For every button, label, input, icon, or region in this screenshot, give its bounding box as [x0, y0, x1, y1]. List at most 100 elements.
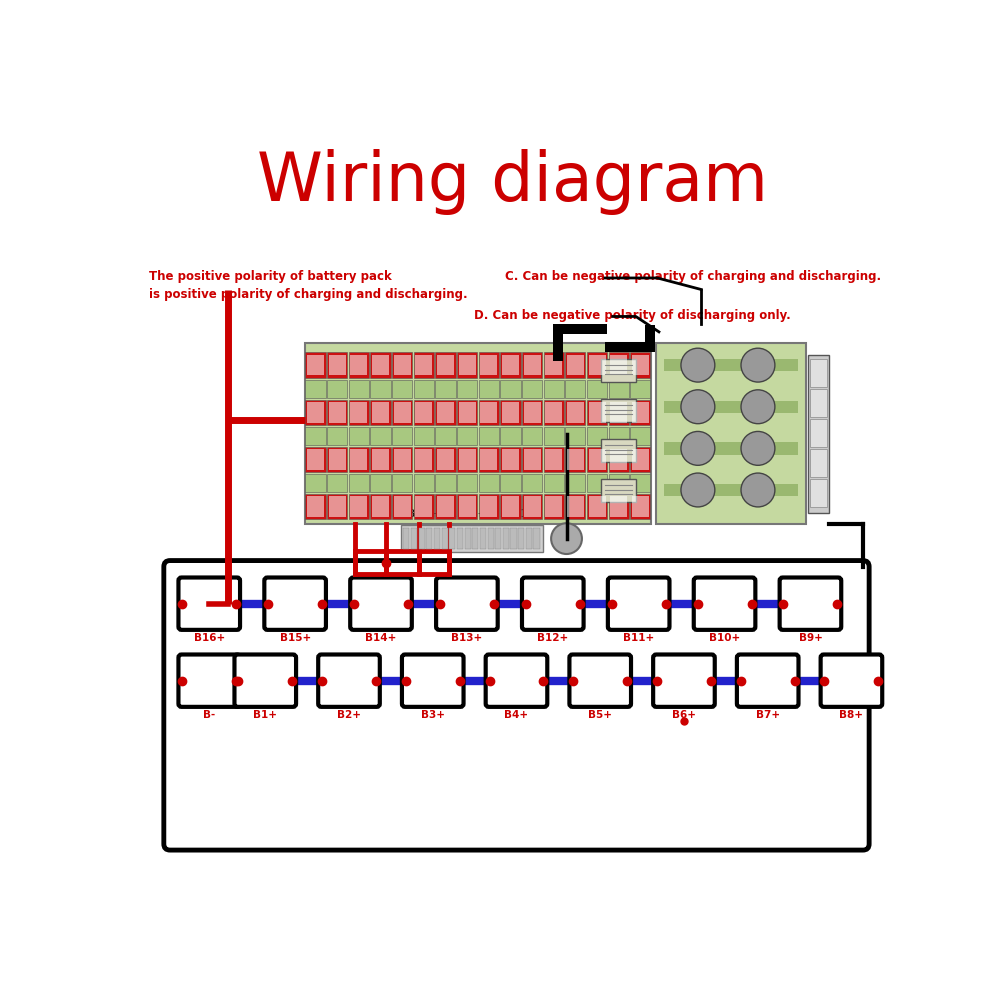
Bar [464, 529, 470, 549]
Bar [566, 352, 586, 377]
Circle shape [741, 431, 775, 465]
Bar [370, 352, 390, 377]
Bar [458, 401, 475, 422]
Bar [567, 495, 584, 517]
Circle shape [552, 524, 582, 554]
Bar [305, 473, 325, 491]
Bar [304, 343, 652, 525]
Bar [457, 379, 477, 397]
Bar [544, 446, 564, 471]
Bar [645, 325, 655, 352]
Bar [457, 399, 477, 424]
Bar [478, 399, 498, 424]
Bar [350, 495, 367, 517]
Bar [500, 473, 521, 491]
Bar [393, 448, 410, 469]
Bar [587, 352, 608, 377]
Bar [393, 495, 410, 517]
Bar [810, 448, 827, 476]
Bar [370, 379, 390, 397]
Bar [328, 448, 345, 469]
Bar [631, 426, 651, 444]
Bar [480, 495, 497, 517]
Bar [500, 379, 521, 397]
Text: The positive polarity of battery pack
is positive polarity of charging and disch: The positive polarity of battery pack is… [149, 270, 467, 301]
Bar [502, 401, 519, 422]
Bar [413, 352, 433, 377]
Bar [478, 426, 498, 444]
Bar [632, 495, 649, 517]
Bar [810, 478, 827, 507]
Bar [546, 401, 563, 422]
Bar [631, 379, 651, 397]
Bar [350, 448, 367, 469]
Bar [500, 446, 521, 471]
Bar [435, 426, 455, 444]
Bar [500, 399, 521, 424]
FancyBboxPatch shape [178, 578, 240, 630]
Bar [664, 483, 798, 496]
Bar [546, 495, 563, 517]
Bar [305, 493, 325, 519]
Circle shape [741, 389, 775, 423]
Bar [546, 448, 563, 469]
Bar [372, 448, 389, 469]
Bar [372, 354, 389, 375]
Bar [348, 446, 369, 471]
Bar [523, 426, 543, 444]
Bar [348, 379, 369, 397]
Bar [502, 495, 519, 517]
Bar [523, 379, 543, 397]
Text: B8+: B8+ [840, 710, 864, 720]
Bar [524, 401, 541, 422]
Bar [808, 355, 829, 513]
Bar [478, 473, 498, 491]
FancyBboxPatch shape [780, 578, 841, 630]
Bar [480, 448, 497, 469]
Bar [567, 354, 584, 375]
Bar [401, 526, 544, 553]
Bar [437, 495, 454, 517]
Bar [328, 401, 345, 422]
Bar [553, 334, 563, 361]
Bar [566, 399, 586, 424]
Bar [523, 473, 543, 491]
Bar [370, 399, 390, 424]
Bar [348, 473, 369, 491]
Bar [327, 399, 347, 424]
FancyBboxPatch shape [402, 655, 463, 707]
Bar [587, 379, 608, 397]
FancyBboxPatch shape [164, 561, 869, 850]
Bar [589, 495, 606, 517]
Bar [544, 473, 564, 491]
Text: B16+....... B8+....... B1+: B16+....... B8+....... B1+ [408, 509, 536, 519]
Bar [348, 399, 369, 424]
Bar [503, 529, 509, 549]
Text: B11+: B11+ [623, 633, 655, 643]
Bar [566, 426, 586, 444]
Bar [611, 401, 628, 422]
Bar [587, 473, 608, 491]
Bar [415, 448, 432, 469]
Bar [307, 448, 324, 469]
Bar [413, 426, 433, 444]
Bar [587, 399, 608, 424]
Bar [348, 352, 369, 377]
Bar [327, 493, 347, 519]
Bar [435, 352, 455, 377]
Bar [327, 379, 347, 397]
Bar [435, 446, 455, 471]
Bar [632, 448, 649, 469]
Bar [393, 401, 410, 422]
Bar [327, 426, 347, 444]
Text: B7+: B7+ [756, 710, 780, 720]
Text: B5+: B5+ [589, 710, 613, 720]
Bar [631, 446, 651, 471]
Bar [350, 354, 367, 375]
Bar [480, 354, 497, 375]
Circle shape [741, 473, 775, 507]
Bar [457, 426, 477, 444]
Bar [566, 473, 586, 491]
Bar [544, 493, 564, 519]
Bar [609, 426, 629, 444]
